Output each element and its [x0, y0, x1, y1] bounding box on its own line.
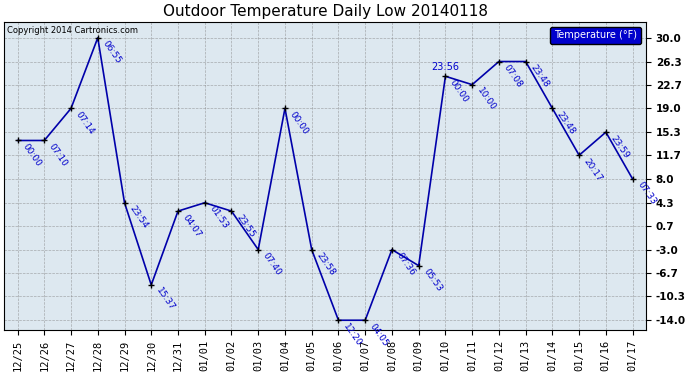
Text: 10:00: 10:00 [475, 86, 497, 112]
Text: 07:08: 07:08 [502, 63, 524, 89]
Legend: Temperature (°F): Temperature (°F) [551, 27, 641, 44]
Text: 00:00: 00:00 [20, 142, 43, 168]
Text: 01:53: 01:53 [208, 204, 230, 231]
Text: 07:10: 07:10 [47, 142, 69, 168]
Text: 15:37: 15:37 [154, 286, 176, 313]
Text: 12:20: 12:20 [342, 322, 364, 348]
Text: 07:36: 07:36 [395, 251, 417, 278]
Text: 23:56: 23:56 [431, 62, 460, 72]
Text: 07:14: 07:14 [74, 110, 96, 136]
Text: 04:07: 04:07 [181, 213, 203, 239]
Text: 23:55: 23:55 [235, 213, 257, 239]
Text: 07:33: 07:33 [635, 180, 658, 207]
Title: Outdoor Temperature Daily Low 20140118: Outdoor Temperature Daily Low 20140118 [163, 4, 488, 19]
Text: 20:17: 20:17 [582, 157, 604, 183]
Text: 00:00: 00:00 [288, 110, 310, 136]
Text: Copyright 2014 Cartronics.com: Copyright 2014 Cartronics.com [8, 26, 139, 35]
Text: 07:40: 07:40 [261, 251, 283, 277]
Text: 23:58: 23:58 [315, 251, 337, 277]
Text: 23:54: 23:54 [127, 204, 149, 230]
Text: 06:55: 06:55 [101, 39, 123, 66]
Text: 23:48: 23:48 [555, 110, 578, 136]
Text: 23:48: 23:48 [529, 63, 551, 89]
Text: 00:00: 00:00 [448, 78, 471, 104]
Text: 05:53: 05:53 [422, 267, 444, 293]
Text: 04:05: 04:05 [368, 322, 390, 348]
Text: 23:59: 23:59 [609, 134, 631, 160]
